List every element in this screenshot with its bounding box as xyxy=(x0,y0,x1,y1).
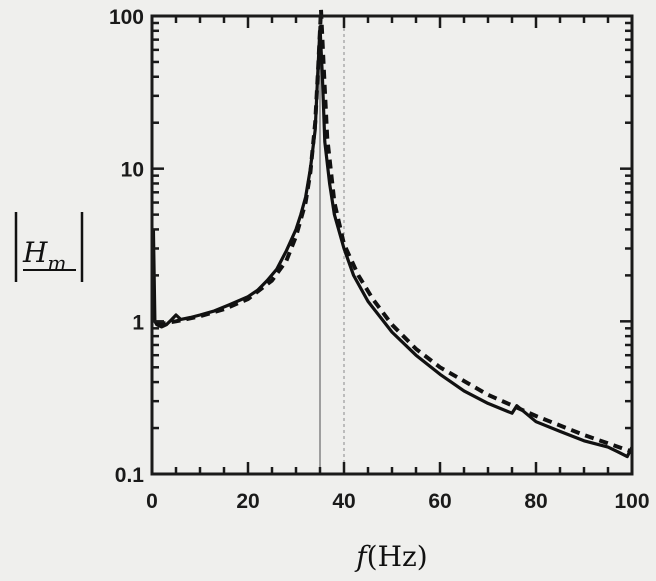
tick-labels: 0 20 40 60 80 100 0.1 1 10 100 xyxy=(109,6,650,513)
x-tick-label: 0 xyxy=(146,490,158,513)
y-tick-label: 100 xyxy=(109,6,144,29)
series-line-dashed xyxy=(156,7,633,454)
y-tick-label: 1 xyxy=(132,311,144,334)
y-axis-title: Hm xyxy=(14,212,84,282)
x-tick-label: 60 xyxy=(428,490,451,513)
y-tick-label: 0.1 xyxy=(115,464,145,487)
x-tick-label: 20 xyxy=(236,490,259,513)
y-tick-label: 10 xyxy=(121,159,144,182)
x-tick-label: 100 xyxy=(614,490,649,513)
axis-ticks xyxy=(150,16,634,476)
series-group xyxy=(151,7,634,459)
x-tick-label: 80 xyxy=(524,490,547,513)
series-line-solid xyxy=(151,25,634,459)
plot-frame xyxy=(150,14,634,476)
x-axis-label: f(Hz) xyxy=(354,540,427,573)
x-tick-label: 40 xyxy=(332,490,355,513)
